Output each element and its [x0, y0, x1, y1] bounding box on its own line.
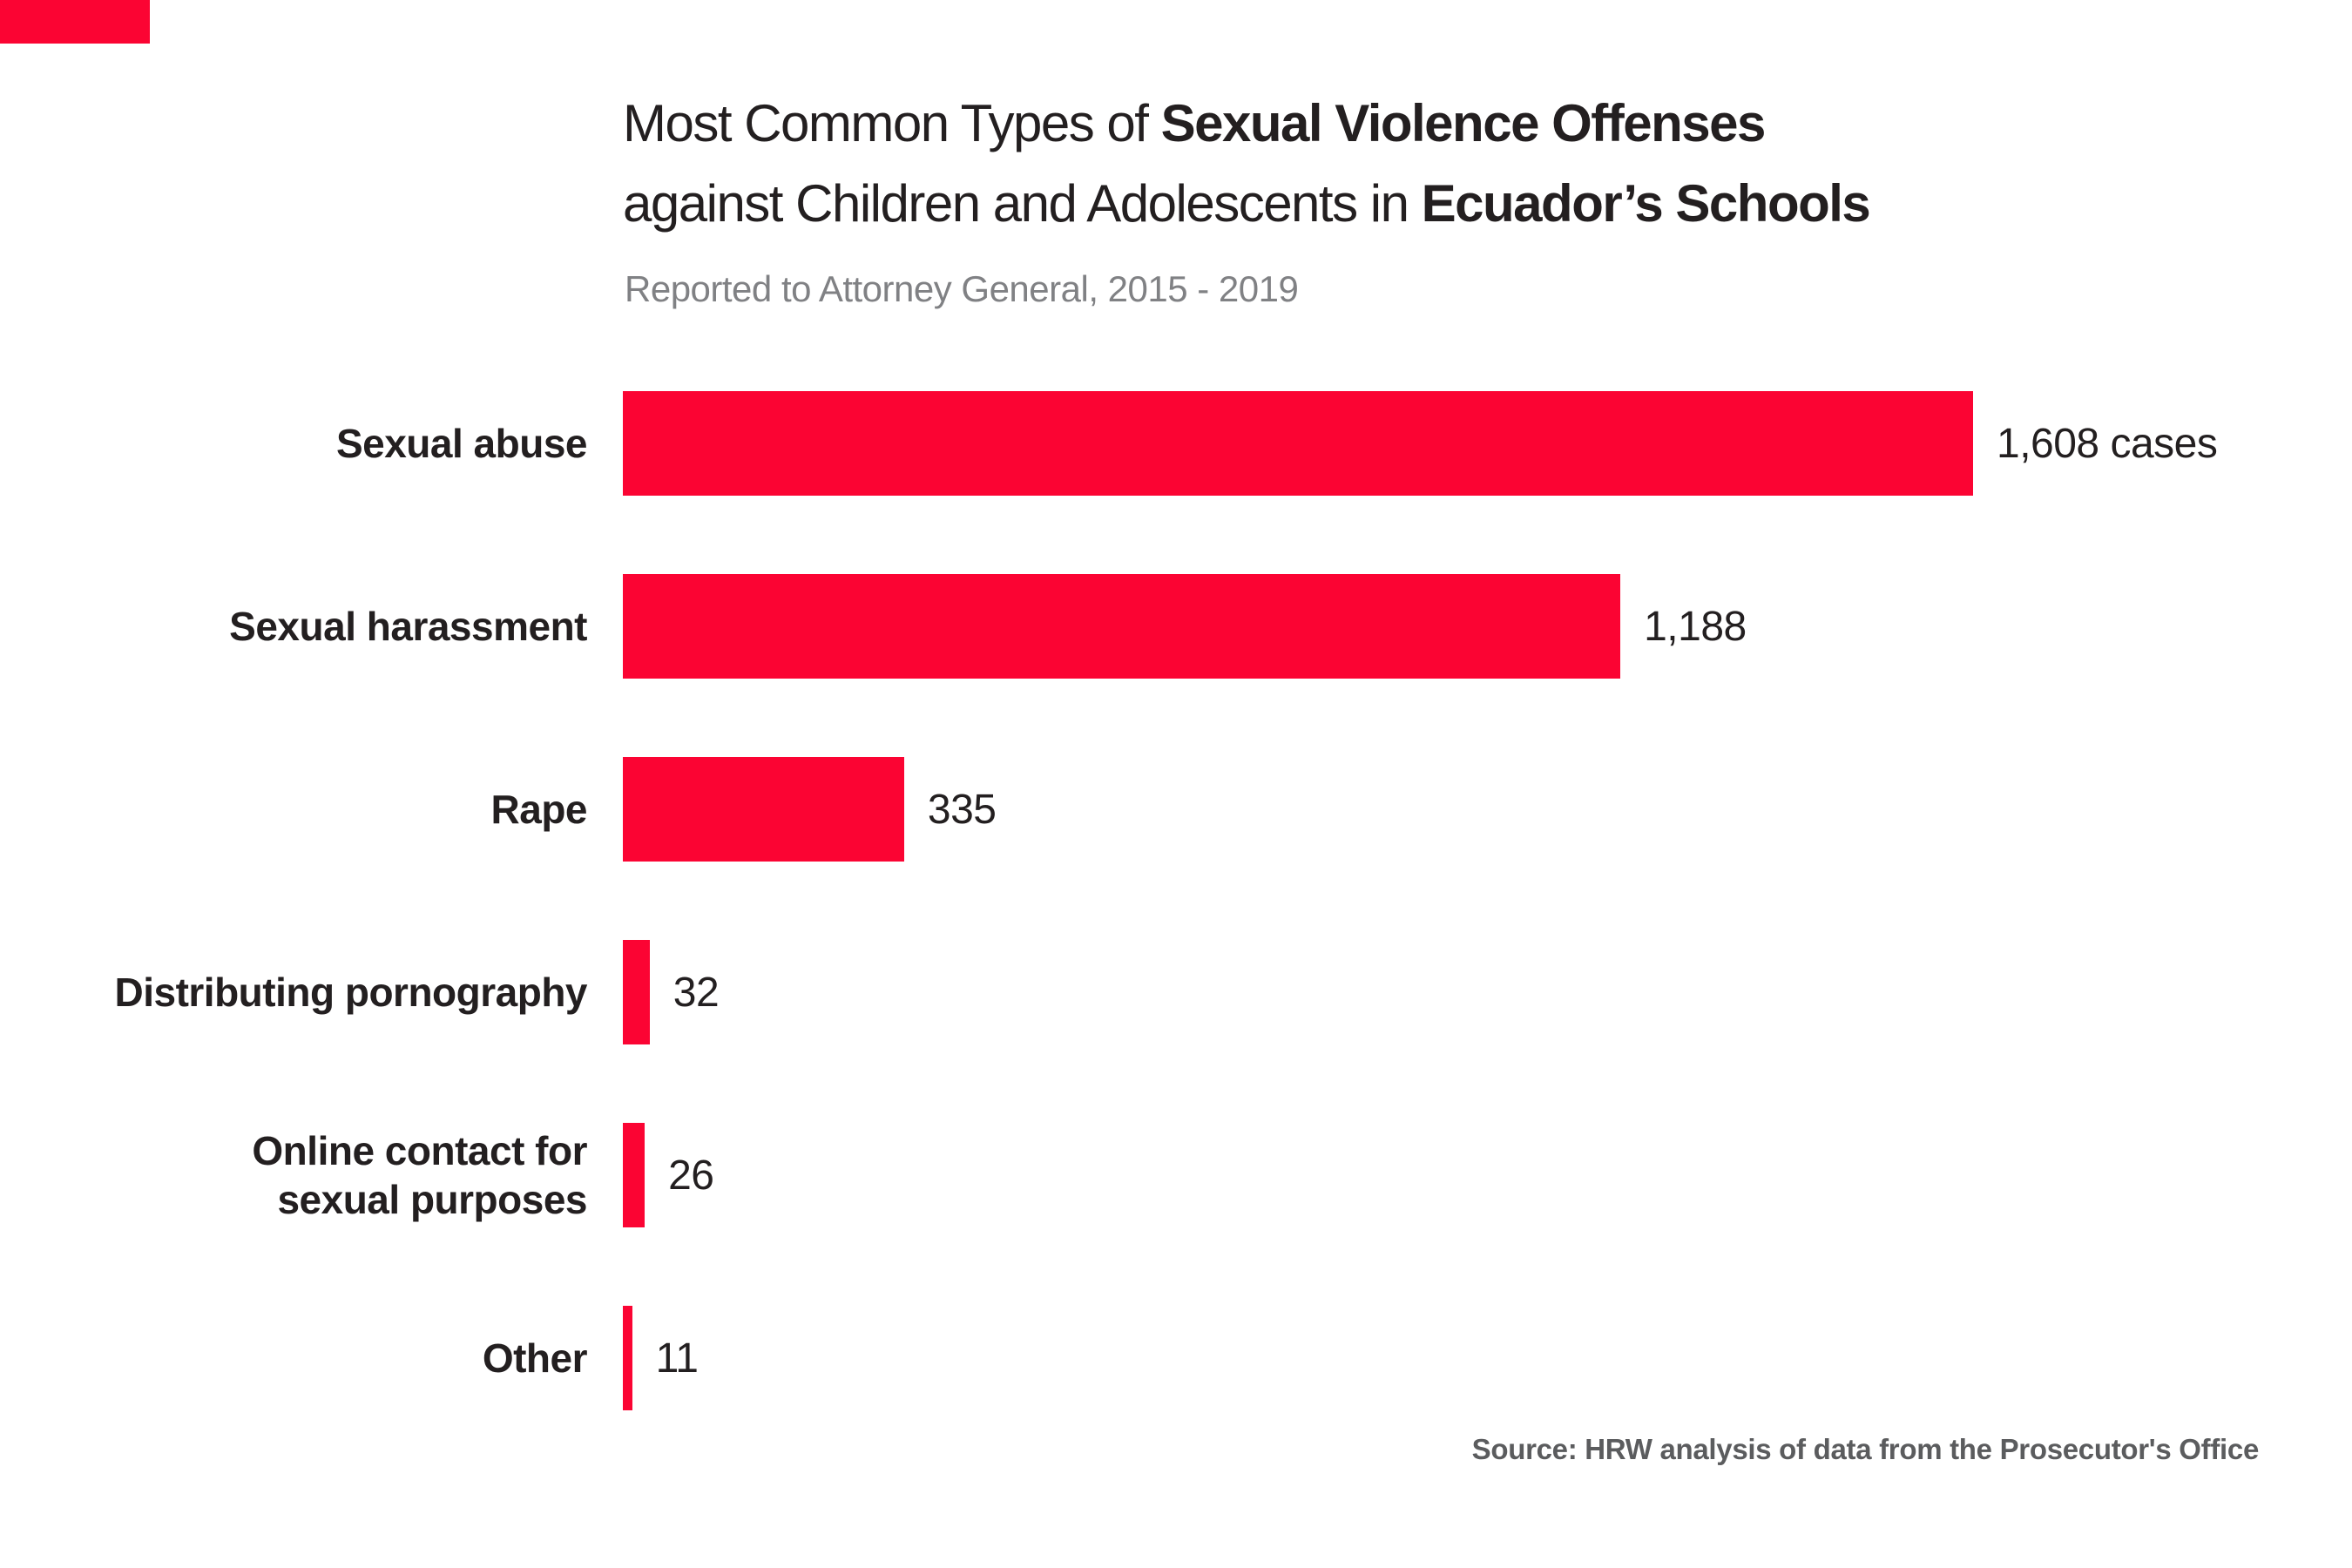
bar-row: Online contact for sexual purposes 26: [0, 1123, 2352, 1227]
title-line1-bold: Sexual Violence Offenses: [1160, 94, 1767, 152]
bar-category-label: Rape: [490, 787, 588, 832]
bar-row: Sexual abuse 1,608 cases: [0, 391, 2352, 496]
bar-value-label: 1,188: [1644, 603, 1747, 650]
bar-value-label: 11: [655, 1335, 699, 1382]
title-line1-regular: Most Common Types of: [623, 94, 1161, 152]
bar-category-label: Distributing pornography: [114, 970, 587, 1015]
bar-category-label: Sexual harassment: [229, 604, 587, 649]
bar-value-label: 32: [672, 969, 720, 1016]
chart-subtitle: Reported to Attorney General, 2015 - 201…: [625, 268, 1299, 309]
bar-row: Distributing pornography 32: [0, 940, 2352, 1044]
bar: [623, 1123, 645, 1227]
bar-category-label: Other: [482, 1335, 588, 1381]
chart-title: Most Common Types of Sexual Violence Off…: [623, 84, 1871, 244]
bar: [623, 574, 1621, 679]
bar-row: Other 11: [0, 1306, 2352, 1410]
bar-value-label: 26: [668, 1152, 714, 1199]
bar-value-label: 1,608 cases: [1997, 420, 2218, 467]
bar: [623, 391, 1973, 496]
source-note: Source: HRW analysis of data from the Pr…: [1471, 1433, 2260, 1465]
bar: [623, 940, 650, 1044]
bar: [623, 1306, 632, 1410]
title-line2-bold: Ecuador’s Schools: [1421, 174, 1871, 233]
bar-row: Rape 335: [0, 757, 2352, 862]
bar-value-label: 335: [927, 786, 997, 833]
bar-category-label: Online contact for sexual purposes: [252, 1128, 587, 1222]
bar-row: Sexual harassment 1,188: [0, 574, 2352, 679]
title-line2-regular: against Children and Adolescents in: [623, 174, 1422, 233]
bar: [623, 757, 904, 862]
hrw-logo-block: [0, 0, 150, 44]
bar-category-label: Sexual abuse: [335, 421, 588, 466]
